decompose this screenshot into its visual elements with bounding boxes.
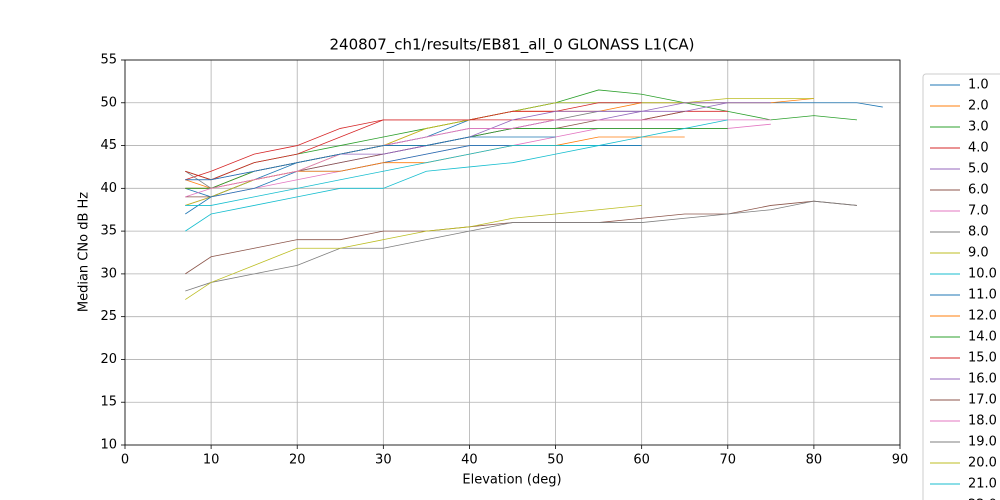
x-tick-label: 20 <box>289 453 306 468</box>
series-line <box>185 200 857 292</box>
y-tick-label: 40 <box>100 181 117 196</box>
plot-lines <box>185 89 883 300</box>
y-tick-label: 10 <box>100 438 117 453</box>
x-tick-label: 10 <box>203 453 220 468</box>
legend-label: 3.0 <box>968 120 989 135</box>
legend-label: 15.0 <box>968 351 997 366</box>
y-axis-label: Median CNo dB Hz <box>77 192 92 312</box>
x-tick-label: 30 <box>375 453 392 468</box>
x-tick-label: 60 <box>633 453 650 468</box>
x-tick-label: 70 <box>720 453 737 468</box>
series-line <box>185 119 771 198</box>
x-tick-label: 90 <box>892 453 909 468</box>
x-tick-label: 0 <box>121 453 129 468</box>
plot-frame <box>124 59 901 446</box>
grid: 0 10 20 30 40 50 60 70 80 90 10 15 20 25 30 35 40 45 50 55 <box>100 53 908 468</box>
legend-label: 2.0 <box>968 99 989 114</box>
x-tick-label: 80 <box>806 453 823 468</box>
chart-title: 240807_ch1/results/EB81_all_0 GLONASS L1… <box>330 36 695 55</box>
legend-label: 4.0 <box>968 141 989 156</box>
legend-box <box>922 73 1000 500</box>
y-tick-label: 50 <box>100 95 117 110</box>
y-tick-label: 35 <box>100 224 117 239</box>
legend-label: 14.0 <box>968 330 997 345</box>
legend-label: 7.0 <box>968 204 989 219</box>
y-tick-label: 45 <box>100 138 117 153</box>
y-tick-label: 25 <box>100 309 117 324</box>
legend-label: 10.0 <box>968 267 997 282</box>
legend-label: 17.0 <box>968 393 997 408</box>
x-tick-label: 40 <box>461 453 478 468</box>
legend-label: 19.0 <box>968 435 997 450</box>
legend-label: 5.0 <box>968 162 989 177</box>
legend-label: 16.0 <box>968 372 997 387</box>
y-tick-label: 15 <box>100 395 117 410</box>
legend-label: 1.0 <box>968 78 989 93</box>
y-tick-label: 55 <box>100 53 117 68</box>
series-line <box>185 205 642 300</box>
legend-label: 9.0 <box>968 246 989 261</box>
legend-label: 11.0 <box>968 288 997 303</box>
series-line <box>185 119 728 206</box>
y-tick-label: 20 <box>100 352 117 367</box>
series-line <box>185 136 556 181</box>
series-line <box>185 145 642 232</box>
legend-label: 8.0 <box>968 225 989 240</box>
legend-label: 12.0 <box>968 309 997 324</box>
x-axis-label: Elevation (deg) <box>462 473 561 488</box>
legend-label: 21.0 <box>968 477 997 492</box>
x-tick-label: 50 <box>547 453 564 468</box>
legend-label: 6.0 <box>968 183 989 198</box>
legend: 1.0 2.0 3.0 4.0 5.0 6.0 7.0 8.0 9.0 10.0 11.0 12.0 1… <box>930 78 997 500</box>
legend-label: 22.0 <box>968 498 997 500</box>
legend-label: 18.0 <box>968 414 997 429</box>
y-tick-label: 30 <box>100 266 117 281</box>
series-line <box>185 102 642 181</box>
legend-label: 20.0 <box>968 456 997 471</box>
